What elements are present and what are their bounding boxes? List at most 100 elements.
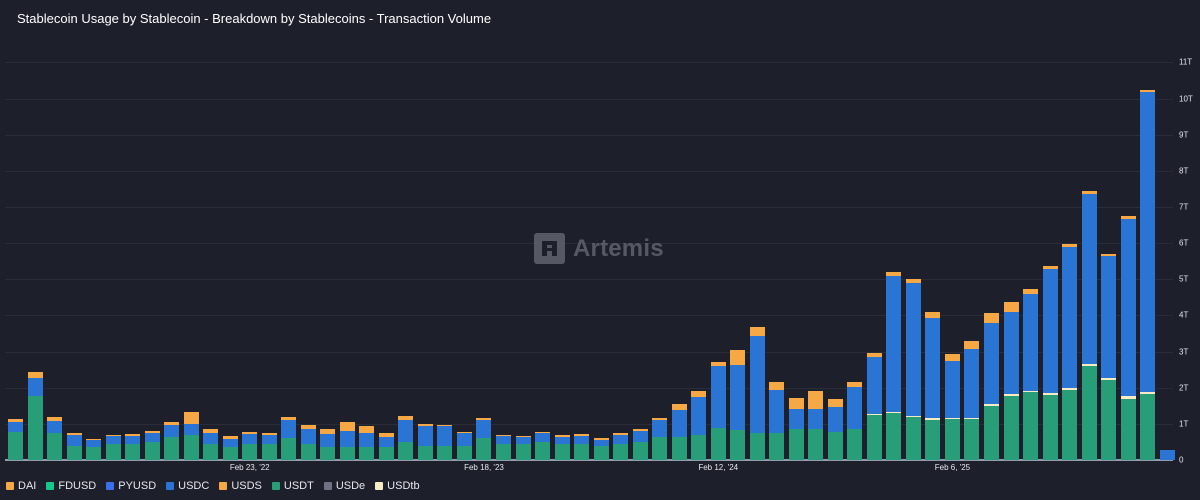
chart-bar[interactable] — [749, 327, 765, 460]
chart-bar[interactable] — [300, 424, 316, 460]
bar-segment-usdt — [574, 443, 590, 460]
bar-segment-usdc — [300, 428, 316, 444]
chart-bar[interactable] — [378, 432, 394, 460]
chart-bar[interactable] — [652, 418, 668, 460]
bar-segment-usdt — [1042, 394, 1058, 460]
chart-bar[interactable] — [1062, 244, 1078, 460]
bar-segment-dai-usds — [1140, 89, 1156, 92]
chart-bar[interactable] — [905, 279, 921, 460]
legend-item-usde[interactable]: USDe — [323, 480, 365, 492]
bar-segment-usdt — [671, 436, 687, 460]
bar-segment-usdt — [1120, 398, 1136, 460]
chart-bar[interactable] — [8, 419, 23, 460]
chart-bar[interactable] — [1023, 289, 1039, 460]
chart-bar[interactable] — [105, 434, 121, 460]
chart-bar[interactable] — [203, 428, 219, 460]
chart-bar[interactable] — [320, 428, 336, 460]
chart-bar[interactable] — [827, 398, 843, 460]
bar-segment-dai-usds — [320, 428, 336, 434]
chart-bar[interactable] — [1140, 89, 1156, 460]
chart-bar[interactable] — [886, 272, 902, 460]
bar-segment-dai-usds — [535, 432, 551, 433]
chart-bar[interactable] — [769, 382, 785, 460]
chart-bar[interactable] — [593, 438, 609, 460]
chart-bar[interactable] — [671, 403, 687, 460]
bar-segment-usdtb — [1081, 363, 1097, 366]
chart-bar[interactable] — [496, 435, 511, 460]
bar-segment-usdt — [222, 447, 238, 460]
chart-bar[interactable] — [710, 362, 726, 460]
chart-bar[interactable] — [222, 436, 238, 460]
bar-segment-usdc — [554, 436, 570, 444]
bar-segment-usdc — [281, 419, 297, 439]
bar-segment-usdt — [1081, 366, 1097, 460]
chart-bar[interactable] — [1042, 266, 1058, 460]
legend-item-usdtb[interactable]: USDtb — [375, 480, 420, 492]
bar-segment-usdt — [183, 434, 199, 460]
chart-bar[interactable] — [86, 439, 102, 460]
chart-bar[interactable] — [847, 382, 863, 460]
chart-bar[interactable] — [515, 436, 531, 460]
chart-bar[interactable] — [125, 433, 141, 460]
chart-bar[interactable] — [164, 422, 180, 460]
chart-bar[interactable] — [984, 313, 999, 460]
bar-segment-dai-usds — [1023, 289, 1039, 294]
chart-bar[interactable] — [1081, 191, 1097, 460]
bar-segment-usdc — [47, 420, 63, 433]
chart-bar[interactable] — [242, 432, 258, 460]
chart-bar[interactable] — [27, 372, 43, 460]
gridline — [5, 315, 1173, 316]
chart-bar[interactable] — [730, 350, 746, 460]
watermark-text: Artemis — [573, 234, 664, 262]
bar-segment-dai-usds — [47, 416, 63, 421]
chart-bar[interactable] — [788, 398, 804, 460]
legend-item-usds[interactable]: USDS — [219, 480, 262, 492]
legend-item-fdusd[interactable]: FDUSD — [46, 480, 96, 492]
chart-bar[interactable] — [944, 354, 960, 460]
chart-bar[interactable] — [183, 412, 199, 460]
chart-bar[interactable] — [417, 423, 433, 460]
chart-bar[interactable] — [1101, 254, 1117, 460]
chart-bar[interactable] — [144, 431, 160, 460]
legend-item-dai[interactable]: DAI — [6, 480, 36, 492]
y-axis-tick-label: 9T — [1179, 130, 1189, 140]
chart-bar[interactable] — [1159, 449, 1175, 460]
bar-segment-dai-usds — [183, 412, 199, 424]
chart-bar[interactable] — [1003, 302, 1019, 460]
chart-bar[interactable] — [66, 432, 82, 460]
bar-segment-usdt — [827, 431, 843, 460]
chart-bar[interactable] — [261, 432, 277, 460]
chart-bar[interactable] — [339, 422, 355, 460]
bar-segment-usdt — [866, 414, 882, 460]
chart-bar[interactable] — [281, 416, 297, 460]
chart-bar[interactable] — [691, 390, 707, 460]
chart-bar[interactable] — [535, 432, 551, 460]
chart-bar[interactable] — [866, 353, 882, 460]
chart-bar[interactable] — [1120, 216, 1136, 460]
chart-bar[interactable] — [456, 432, 472, 460]
legend-item-usdc[interactable]: USDC — [166, 480, 209, 492]
chart-bar[interactable] — [964, 341, 980, 460]
chart-bar[interactable] — [808, 390, 824, 460]
bar-segment-usdc — [242, 433, 258, 444]
bar-segment-dai-usds — [593, 438, 609, 440]
chart-bar[interactable] — [476, 418, 492, 460]
chart-bar[interactable] — [574, 433, 590, 460]
chart-bar[interactable] — [359, 426, 375, 460]
bar-segment-usdtb — [944, 418, 960, 420]
chart-bar[interactable] — [554, 435, 570, 460]
chart-bar[interactable] — [47, 416, 63, 460]
bar-segment-usdc — [593, 439, 609, 447]
bar-segment-dai-usds — [613, 432, 629, 435]
legend-item-usdt[interactable]: USDT — [271, 480, 314, 492]
chart-bar[interactable] — [398, 415, 414, 460]
gridline — [5, 171, 1173, 172]
bar-segment-usdc — [144, 432, 160, 442]
legend-item-pyusd[interactable]: PYUSD — [106, 480, 156, 492]
legend-label: FDUSD — [58, 480, 97, 492]
chart-bar[interactable] — [437, 424, 453, 460]
chart-bar[interactable] — [632, 428, 648, 460]
bar-segment-usdt — [886, 413, 902, 460]
chart-bar[interactable] — [925, 312, 941, 460]
chart-bar[interactable] — [613, 432, 629, 460]
